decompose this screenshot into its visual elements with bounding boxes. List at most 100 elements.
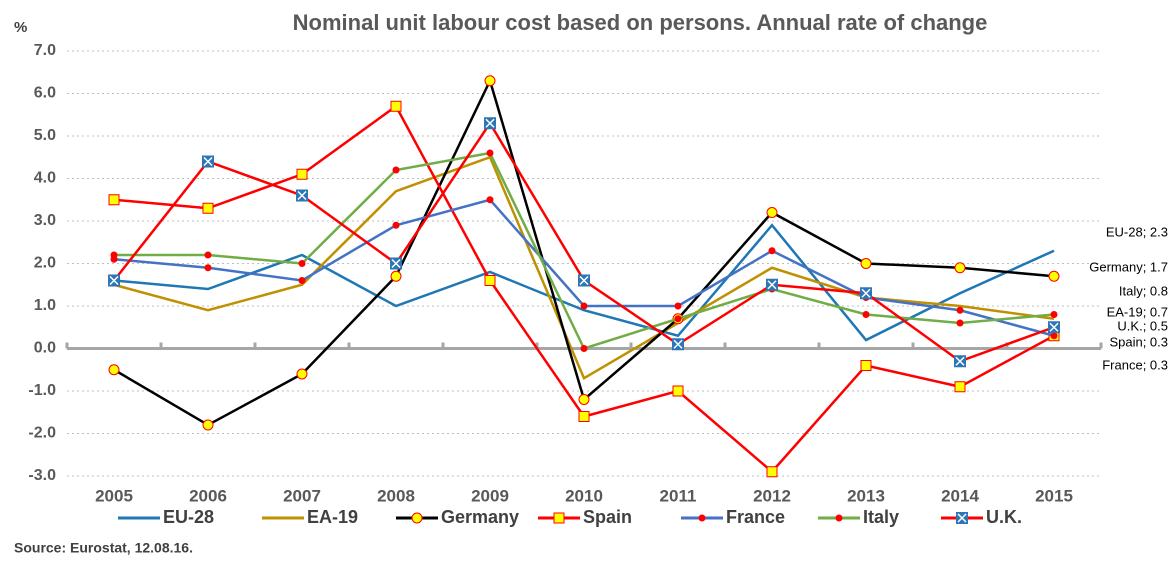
marker: [1050, 311, 1058, 318]
y-tick-label: 3.0: [34, 212, 56, 229]
marker: [768, 247, 776, 255]
y-tick-label: 1.0: [34, 297, 56, 314]
x-tick-label: 2007: [283, 486, 321, 505]
x-tick-label: 2008: [377, 486, 415, 505]
legend-label: France: [726, 507, 785, 527]
y-tick-label: -1.0: [28, 382, 56, 399]
series-line: [113, 155, 1055, 381]
marker: [835, 514, 843, 522]
series-line: [113, 77, 1055, 427]
y-tick-label: 7.0: [34, 42, 56, 59]
legend-label: Germany: [441, 507, 519, 527]
marker: [580, 302, 588, 310]
y-tick-label: 4.0: [34, 170, 56, 187]
marker-cross: [861, 288, 871, 298]
marker: [110, 251, 118, 259]
y-tick-label: 6.0: [34, 85, 56, 102]
y-tick-label: 5.0: [34, 127, 56, 144]
end-label: Germany; 1.7: [1089, 259, 1168, 274]
end-label: U.K.; 0.5: [1117, 318, 1168, 333]
y-axis-label: %: [14, 19, 27, 36]
marker: [486, 149, 494, 157]
marker: [954, 262, 966, 274]
marker: [411, 512, 423, 524]
end-label: Italy; 0.8: [1119, 283, 1168, 298]
marker-cross: [579, 275, 589, 286]
marker-cross: [485, 118, 495, 128]
legend-label: EA-19: [307, 507, 358, 527]
marker: [298, 277, 306, 284]
marker: [204, 264, 212, 272]
legend-label: Italy: [863, 507, 899, 527]
marker: [298, 260, 306, 267]
chart-title: Nominal unit labour cost based on person…: [293, 10, 988, 35]
marker: [578, 411, 590, 422]
marker: [766, 207, 778, 218]
legend-label: U.K.: [986, 507, 1022, 527]
marker: [860, 360, 872, 371]
marker-cross: [673, 339, 683, 349]
end-label: EA-19; 0.7: [1107, 304, 1168, 319]
marker-cross: [391, 258, 401, 269]
x-tick-label: 2015: [1035, 486, 1073, 505]
marker: [392, 166, 400, 174]
x-tick-label: 2010: [565, 486, 603, 505]
marker: [860, 258, 872, 269]
marker: [484, 275, 496, 286]
y-tick-label: 2.0: [34, 255, 56, 272]
marker: [862, 311, 870, 318]
marker: [204, 251, 212, 259]
x-tick-label: 2012: [753, 486, 791, 505]
marker: [672, 385, 684, 397]
marker: [392, 221, 400, 229]
marker: [108, 364, 120, 376]
marker: [674, 302, 682, 310]
marker: [1048, 270, 1060, 282]
marker: [956, 306, 964, 314]
marker: [108, 194, 120, 206]
marker: [1050, 332, 1058, 340]
marker-cross: [957, 513, 967, 523]
y-tick-label: -2.0: [28, 425, 56, 442]
end-label: France; 0.3: [1102, 357, 1168, 372]
marker: [296, 368, 308, 380]
marker: [698, 514, 706, 522]
marker-cross: [297, 190, 307, 201]
x-tick-label: 2009: [471, 486, 509, 505]
marker: [486, 196, 494, 204]
marker: [956, 319, 964, 327]
marker: [954, 381, 966, 393]
marker-cross: [203, 156, 213, 167]
x-tick-label: 2005: [95, 486, 133, 505]
series-line: [113, 223, 1055, 342]
series-line: [113, 120, 1055, 363]
x-tick-label: 2014: [941, 486, 979, 505]
marker: [766, 466, 778, 478]
x-tick-label: 2006: [189, 486, 227, 505]
marker-cross: [767, 280, 777, 290]
series-line: [114, 151, 1055, 351]
marker: [202, 202, 214, 214]
marker-cross: [1049, 322, 1059, 332]
marker: [202, 419, 214, 431]
marker-cross: [955, 356, 965, 366]
marker: [484, 75, 496, 87]
marker: [390, 100, 402, 112]
end-label: EU-28; 2.3: [1106, 224, 1168, 239]
marker: [580, 345, 588, 352]
y-tick-label: 0.0: [34, 340, 56, 357]
marker: [674, 315, 682, 323]
marker: [296, 168, 308, 180]
marker: [578, 394, 590, 405]
marker: [390, 270, 402, 282]
marker: [553, 512, 565, 524]
legend-label: Spain: [583, 507, 632, 527]
legend-label: EU-28: [163, 507, 214, 527]
source: Source: Eurostat, 12.08.16.: [14, 540, 193, 556]
x-tick-label: 2011: [660, 486, 697, 505]
y-tick-label: -3.0: [28, 467, 56, 484]
marker-cross: [109, 275, 119, 286]
end-label: Spain; 0.3: [1109, 334, 1168, 349]
x-tick-label: 2013: [847, 486, 885, 505]
